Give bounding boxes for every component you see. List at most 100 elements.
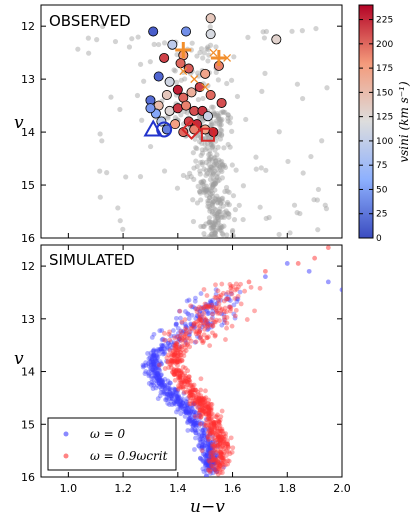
field-star [141,78,147,84]
field-star [322,202,328,208]
simulated-point [167,402,172,407]
simulated-point [238,281,243,287]
member-star [216,97,227,108]
field-star [156,41,162,48]
simulated-point [152,366,158,372]
simulated-point [325,245,331,251]
simulated-point [210,454,216,460]
simulated-point [141,363,147,369]
simulated-point [204,449,210,455]
field-star [259,88,265,94]
simulated-point [175,363,180,368]
simulated-point [206,302,212,308]
simulated-point [156,351,162,357]
simulated-point [185,379,191,385]
field-star [212,214,218,220]
simulated-point [216,419,222,425]
simulated-point [173,344,179,350]
simulated-point [196,304,202,310]
simulated-point [212,459,218,465]
simulated-point [229,449,235,455]
simulated-point [202,326,207,332]
field-star [212,230,218,236]
simulated-point [172,335,178,341]
simulated-point [205,430,211,436]
simulated-point [206,454,212,460]
simulated-point [220,438,226,444]
member-star [172,84,183,95]
simulated-point [217,441,223,447]
simulated-point [192,418,198,424]
simulated-point [173,350,179,356]
field-star [210,182,216,188]
simulated-point [170,369,175,375]
simulated-point [198,445,204,451]
simulated-point [221,459,226,464]
field-star [217,165,223,171]
field-star [206,52,212,58]
field-star [224,232,230,238]
field-star [212,181,219,187]
field-star [190,218,197,225]
simulated-point [203,420,209,426]
simulated-point [212,459,218,465]
simulated-point [190,387,196,393]
simulated-point [226,304,232,310]
simulated-point [227,298,233,303]
simulated-point [207,423,213,428]
simulated-point [197,436,203,442]
simulated-point [209,458,215,463]
field-star [294,210,300,216]
simulated-point [216,419,222,425]
simulated-point [164,358,169,364]
simulated-point [221,455,226,461]
simulated-point [156,377,161,383]
cross-marker [201,83,210,92]
simulated-point [149,376,155,382]
simulated-point [222,462,228,468]
simulated-point [208,416,214,422]
simulated-point [168,354,174,360]
field-star [210,199,216,205]
simulated-point [206,397,212,403]
field-star [194,53,200,59]
simulated-point [198,317,204,323]
simulated-point [159,337,165,343]
field-star [219,158,225,165]
field-star [208,154,214,160]
field-star [202,234,208,238]
field-star [195,183,201,189]
field-star [219,198,225,204]
simulated-point [173,399,179,404]
field-star [217,127,224,133]
simulated-point [213,319,218,325]
simulated-point [193,410,199,416]
simulated-point [246,279,252,285]
simulated-point [208,407,214,413]
field-star [219,168,225,175]
simulated-point [208,440,214,446]
simulated-point [172,354,178,360]
simulated-point [206,413,212,419]
simulated-point [160,384,166,390]
simulated-point [213,287,219,293]
simulated-point [185,382,190,388]
simulated-point [174,342,180,347]
field-star [97,131,103,137]
simulated-point [197,329,203,334]
simulated-point [208,300,213,305]
field-star [184,110,190,116]
field-star [214,113,220,119]
field-star [218,118,224,124]
simulated-point [210,330,215,336]
simulated-point [208,450,214,456]
simulated-point [226,444,231,450]
simulated-point [186,297,192,303]
simulated-point [197,316,203,322]
simulated-point [175,397,181,402]
simulated-point [202,423,208,429]
legend-marker-omega-0 [63,431,69,437]
simulated-point [167,389,173,395]
simulated-point [214,425,220,431]
simulated-point [212,467,218,472]
